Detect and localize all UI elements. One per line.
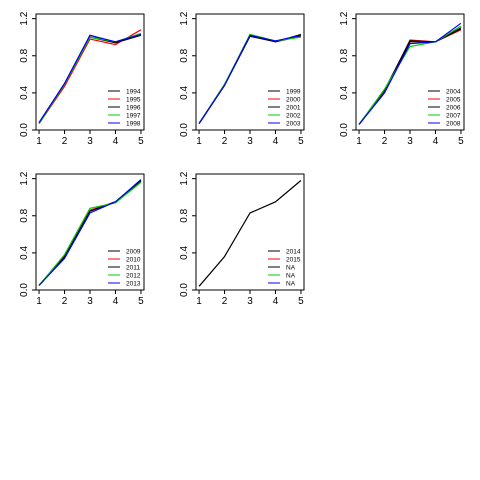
y-tick-label: 0.0 — [339, 123, 350, 137]
series-line-2007 — [358, 25, 462, 125]
legend-label: 2003 — [286, 120, 301, 127]
legend-label: 2012 — [126, 272, 141, 279]
legend-label: 1995 — [126, 96, 141, 103]
legend-label: 2013 — [126, 280, 141, 287]
series-line-2003 — [198, 34, 302, 124]
y-tick-label: 0.0 — [19, 123, 30, 137]
x-tick-label: 1 — [196, 136, 202, 147]
y-tick-label: 1.2 — [339, 11, 350, 25]
series-line-1998 — [38, 33, 142, 123]
legend-label: NA — [286, 272, 296, 279]
x-tick-label: 5 — [298, 136, 304, 147]
y-tick-label: 0.4 — [19, 85, 30, 99]
y-tick-label: 0.4 — [19, 245, 30, 259]
y-tick-label: 0.4 — [179, 245, 190, 259]
y-tick-label: 1.2 — [179, 171, 190, 185]
y-tick-label: 0.0 — [19, 283, 30, 297]
x-tick-label: 2 — [382, 136, 388, 147]
legend-label: 1994 — [126, 88, 141, 95]
y-tick-label: 0.0 — [179, 283, 190, 297]
x-tick-label: 1 — [36, 296, 42, 307]
x-tick-label: 1 — [36, 136, 42, 147]
x-tick-label: 4 — [113, 296, 119, 307]
legend-label: 2015 — [286, 256, 301, 263]
x-tick-label: 4 — [273, 136, 279, 147]
x-tick-label: 5 — [138, 136, 144, 147]
x-tick-label: 3 — [87, 136, 93, 147]
legend-label: 2001 — [286, 104, 301, 111]
y-tick-label: 1.2 — [19, 171, 30, 185]
y-tick-label: 0.4 — [339, 85, 350, 99]
legend-label: 1998 — [126, 120, 141, 127]
legend-label: 2005 — [446, 96, 461, 103]
x-tick-label: 3 — [247, 296, 253, 307]
y-tick-label: 0.0 — [179, 123, 190, 137]
x-tick-label: 4 — [113, 136, 119, 147]
legend-label: 1997 — [126, 112, 141, 119]
legend-label: NA — [286, 264, 296, 271]
legend-label: 1999 — [286, 88, 301, 95]
y-tick-label: 0.8 — [179, 48, 190, 62]
legend-label: 2007 — [446, 112, 461, 119]
legend-label: 2009 — [126, 248, 141, 255]
series-line-2012 — [38, 181, 142, 286]
x-tick-label: 5 — [298, 296, 304, 307]
legend-label: 2014 — [286, 248, 301, 255]
legend-label: 2002 — [286, 112, 301, 119]
legend-label: 1996 — [126, 104, 141, 111]
x-tick-label: 4 — [433, 136, 439, 147]
x-tick-label: 2 — [62, 296, 68, 307]
x-tick-label: 2 — [222, 296, 228, 307]
y-tick-label: 1.2 — [179, 11, 190, 25]
x-tick-label: 5 — [458, 136, 464, 147]
legend-label: 2006 — [446, 104, 461, 111]
x-tick-label: 5 — [138, 296, 144, 307]
legend-label: 2010 — [126, 256, 141, 263]
y-tick-label: 0.8 — [19, 48, 30, 62]
y-tick-label: 1.2 — [19, 11, 30, 25]
series-line-2008 — [358, 22, 462, 125]
legend-label: 2000 — [286, 96, 301, 103]
x-tick-label: 4 — [273, 296, 279, 307]
legend-label: 2008 — [446, 120, 461, 127]
legend-label: NA — [286, 280, 296, 287]
x-tick-label: 2 — [222, 136, 228, 147]
series-line-2014 — [198, 180, 302, 287]
series-line-2013 — [38, 179, 142, 286]
legend-label: 2004 — [446, 88, 461, 95]
x-tick-label: 3 — [87, 296, 93, 307]
x-tick-label: 3 — [407, 136, 413, 147]
y-tick-label: 0.8 — [179, 208, 190, 222]
y-tick-label: 0.4 — [179, 85, 190, 99]
x-tick-label: 1 — [356, 136, 362, 147]
x-tick-label: 3 — [247, 136, 253, 147]
x-tick-label: 1 — [196, 296, 202, 307]
y-tick-label: 0.8 — [339, 48, 350, 62]
x-tick-label: 2 — [62, 136, 68, 147]
legend-label: 2011 — [126, 264, 140, 271]
y-tick-label: 0.8 — [19, 208, 30, 222]
